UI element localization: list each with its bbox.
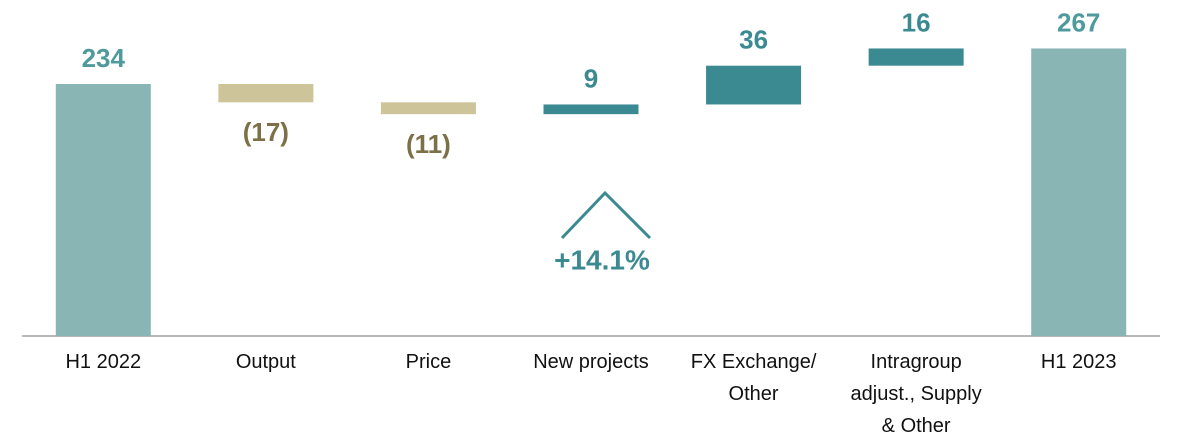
- x-tick-label: Intragroup adjust., Supply & Other: [850, 351, 982, 437]
- value-label: 234: [82, 43, 126, 73]
- value-label: (17): [243, 117, 289, 147]
- bar: [380, 102, 476, 115]
- value-label: (11): [406, 129, 451, 159]
- x-tick-label: FX Exchange/ Other: [690, 351, 817, 405]
- bar: [543, 104, 639, 115]
- x-tick-label: Output: [235, 351, 296, 373]
- caret: [560, 190, 652, 240]
- bar: [55, 84, 151, 336]
- x-tick-label: H1 2023: [1040, 351, 1117, 373]
- value-label: 16: [902, 7, 931, 37]
- value-label: 267: [1057, 7, 1100, 37]
- x-tick-label: Price: [405, 351, 452, 373]
- annotation: +14.1%: [554, 244, 650, 275]
- bar: [868, 48, 964, 66]
- value-label: 9: [584, 63, 598, 93]
- value-label: 36: [739, 25, 768, 55]
- bar: [1031, 48, 1127, 336]
- bar: [706, 65, 802, 105]
- bar: [218, 84, 314, 103]
- x-tick-label: H1 2022: [65, 351, 142, 373]
- x-tick-label: New projects: [533, 351, 649, 373]
